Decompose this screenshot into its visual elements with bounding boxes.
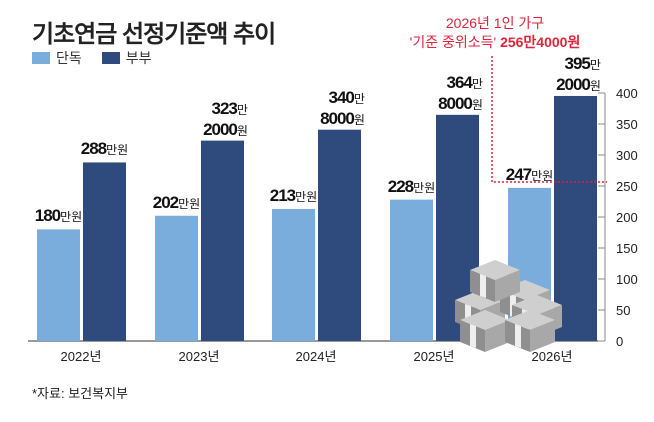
data-label: 180만원 [34, 206, 83, 226]
y-tick-label: 150 [616, 241, 638, 256]
chart-title: 기초연금 선정기준액 추이 [32, 21, 276, 48]
y-tick-label: 100 [616, 272, 638, 287]
data-label: 202만원 [152, 192, 201, 212]
bar-couple [318, 129, 361, 341]
x-tick-label: 2022년 [61, 349, 102, 364]
y-tick-label: 300 [616, 148, 638, 163]
reference-line1: 2026년 1인 가구 [445, 15, 545, 31]
y-tick-label: 200 [616, 210, 638, 225]
x-tick-label: 2023년 [179, 349, 220, 364]
reference-value: 256만4000원 [500, 34, 581, 50]
data-label: 288만원 [80, 139, 129, 159]
data-label: 247만원 [505, 164, 554, 184]
reference-annotation: 2026년 1인 가구 '기준 중위소득' 256만4000원 [395, 14, 595, 52]
bar-single [37, 229, 80, 341]
legend-swatch-couple [101, 52, 120, 64]
x-tick-label: 2024년 [296, 349, 337, 364]
x-tick-label: 2026년 [532, 349, 573, 364]
bar-couple [554, 95, 597, 341]
x-tick-label: 2025년 [414, 349, 455, 364]
data-label: 340만 8000원 [320, 87, 365, 128]
bar-couple [83, 162, 126, 341]
bar-single [272, 208, 315, 341]
bar-single [390, 199, 433, 341]
legend-swatch-single [32, 52, 50, 64]
legend-label-single: 단독 [56, 50, 82, 66]
y-tick-label: 50 [616, 303, 630, 318]
data-label: 364만 8000원 [438, 72, 483, 113]
y-tick-label: 350 [616, 117, 638, 132]
data-label: 395만 2000원 [556, 53, 601, 94]
bar-couple [201, 140, 244, 341]
reference-label: '기준 중위소득' [409, 34, 497, 50]
legend-label-couple: 부부 [125, 50, 152, 66]
data-label: 323만 2000원 [203, 98, 248, 139]
y-tick-label: 400 [616, 86, 638, 101]
y-tick-label: 0 [616, 334, 623, 349]
data-label: 228만원 [387, 176, 436, 196]
bar-single [155, 215, 198, 341]
money-stack-icon [455, 260, 562, 352]
source-note: *자료: 보건복지부 [32, 386, 129, 401]
legend: 단독 부부 [32, 48, 152, 68]
y-tick-label: 250 [616, 179, 638, 194]
data-label: 213만원 [269, 185, 318, 205]
